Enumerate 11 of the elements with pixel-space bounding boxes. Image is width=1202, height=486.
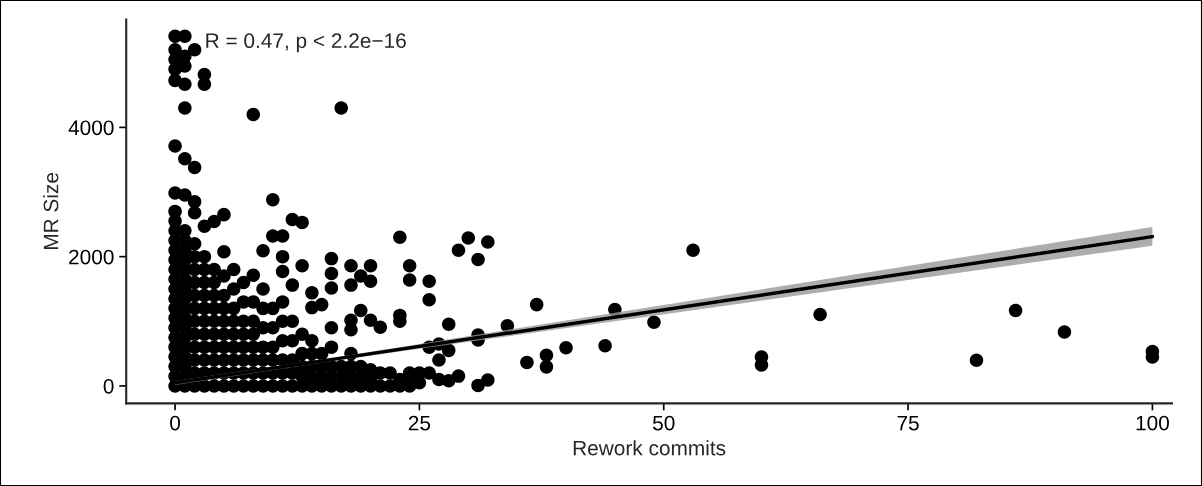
x-tick-label: 75	[897, 415, 919, 431]
x-tick-label: 0	[170, 415, 181, 431]
x-tick-label: 100	[1136, 415, 1169, 431]
y-tick-label: 4000	[68, 120, 114, 136]
x-axis-title: Rework commits	[573, 440, 726, 456]
x-tick-label: 50	[652, 415, 675, 431]
annotation: R = 0.47, p < 2.2e−16	[206, 33, 406, 53]
y-tick-label: 0	[103, 378, 114, 394]
y-axis-title: MR Size	[43, 172, 59, 250]
x-tick-label: 25	[408, 415, 431, 431]
y-tick-label: 2000	[69, 249, 114, 265]
